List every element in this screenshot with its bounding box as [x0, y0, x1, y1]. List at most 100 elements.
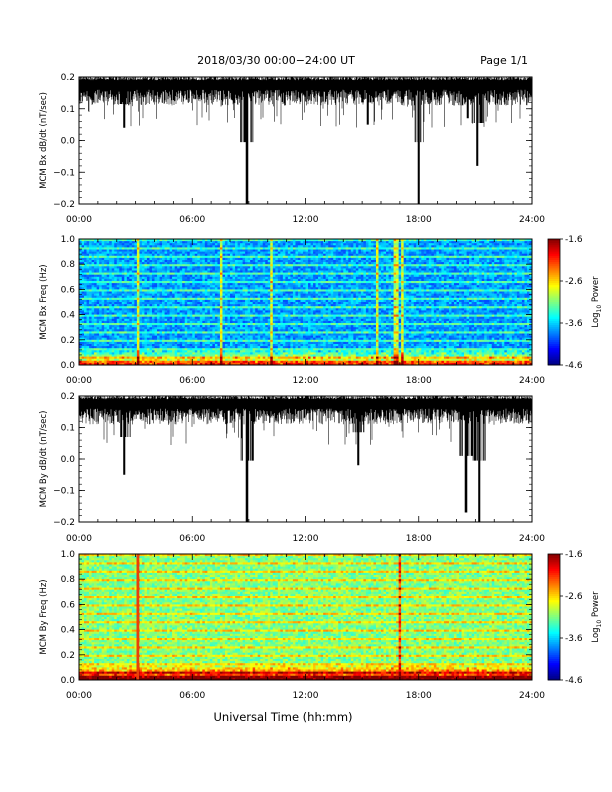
spectrogram-cell: [306, 254, 309, 256]
spectrogram-cell: [502, 256, 505, 258]
spectrogram-cell: [527, 245, 530, 247]
spectrogram-cell: [326, 241, 329, 243]
spectrogram-cell: [89, 250, 92, 252]
spectrogram-cell: [454, 245, 457, 247]
spectrogram-cell: [92, 256, 95, 258]
spectrogram-cell: [212, 252, 215, 254]
spectrogram-cell: [222, 241, 225, 243]
spectrogram-cell: [356, 245, 359, 247]
spectrogram-cell: [278, 252, 281, 254]
spectrogram-cell: [399, 250, 402, 252]
spectrogram-cell: [313, 252, 316, 254]
spectrogram-cell: [255, 250, 258, 252]
spectrogram-cell: [507, 241, 510, 243]
spectrogram-cell: [514, 243, 517, 245]
spectrogram-cell: [424, 252, 427, 254]
spectrogram-cell: [182, 243, 185, 245]
spectrogram-cell: [406, 245, 409, 247]
spectrogram-cell: [142, 258, 145, 260]
spectrogram-cell: [509, 245, 512, 247]
spectrogram-cell: [386, 254, 389, 256]
spectrogram-cell: [431, 245, 434, 247]
spectrogram-cell: [222, 247, 225, 249]
spectrogram-cell: [185, 247, 188, 249]
spectrogram-cell: [404, 241, 407, 243]
spectrogram-cell: [303, 245, 306, 247]
x-tick-label: 00:00: [66, 215, 92, 225]
spectrogram-cell: [290, 250, 293, 252]
spectrogram-cell: [243, 245, 246, 247]
spectrogram-cell: [220, 247, 223, 249]
spectrogram-cell: [129, 243, 132, 245]
spectrogram-cell: [368, 250, 371, 252]
spectrogram-cell: [331, 247, 334, 249]
spectrogram-cell: [238, 258, 241, 260]
x-tick-label: 12:00: [293, 215, 319, 225]
spectrogram-cell: [391, 247, 394, 249]
spectrogram-cell: [127, 256, 130, 258]
spectrogram-cell: [487, 243, 490, 245]
spectrogram-cell: [451, 245, 454, 247]
spectrogram-cell: [132, 258, 135, 260]
spectrogram-cell: [160, 254, 163, 256]
spectrogram-cell: [119, 241, 122, 243]
spectrogram-cell: [197, 243, 200, 245]
spectrogram-cell: [253, 256, 256, 258]
spectrogram-cell: [202, 243, 205, 245]
spectrogram-cell: [192, 245, 195, 247]
spectrogram-cell: [509, 256, 512, 258]
spectrogram-cell: [152, 245, 155, 247]
spectrogram-cell: [142, 247, 145, 249]
spectrogram-cell: [185, 243, 188, 245]
spectrogram-cell: [144, 250, 147, 252]
spectrogram-cell: [225, 256, 228, 258]
spectrogram-cell: [155, 245, 158, 247]
spectrogram-cell: [358, 250, 361, 252]
spectrogram-cell: [316, 245, 319, 247]
spectrogram-cell: [300, 252, 303, 254]
spectrogram-cell: [107, 243, 110, 245]
spectrogram-cell: [436, 247, 439, 249]
spectrogram-cell: [185, 258, 188, 260]
spectrogram-cell: [527, 252, 530, 254]
spectrogram-cell: [424, 254, 427, 256]
spectrogram-cell: [472, 243, 475, 245]
spectrogram-cell: [124, 243, 127, 245]
spectrogram-cell: [109, 256, 112, 258]
spectrogram-cell: [338, 241, 341, 243]
spectrogram-cell: [479, 247, 482, 249]
spectrogram-cell: [210, 250, 213, 252]
spectrogram-cells: [79, 239, 532, 365]
spectrogram-cell: [278, 256, 281, 258]
spectrogram-cell: [321, 256, 324, 258]
spectrogram-cell: [341, 252, 344, 254]
spectrogram-cell: [318, 245, 321, 247]
spectrogram-cell: [290, 245, 293, 247]
spectrogram-cell: [303, 247, 306, 249]
spectrogram-cell: [89, 245, 92, 247]
spectrogram-cell: [255, 254, 258, 256]
spectrogram-cell: [132, 254, 135, 256]
spectrogram-cell: [290, 254, 293, 256]
spectrogram-cell: [152, 247, 155, 249]
spectrogram-cell: [187, 250, 190, 252]
spectrogram-cell: [280, 243, 283, 245]
spectrogram-cell: [341, 256, 344, 258]
spectrogram-cell: [517, 256, 520, 258]
spectrogram-cell: [109, 241, 112, 243]
spectrogram-cell: [137, 241, 140, 243]
spectrogram-cell: [109, 243, 112, 245]
spectrogram-cell: [248, 245, 251, 247]
spectrogram-cell: [457, 250, 460, 252]
spectrogram-cell: [185, 241, 188, 243]
spectrogram-cell: [182, 256, 185, 258]
spectrogram-cell: [449, 241, 452, 243]
spectrogram-cell: [346, 252, 349, 254]
spectrogram-cell: [280, 247, 283, 249]
spectrogram-cell: [245, 243, 248, 245]
spectrogram-cell: [238, 256, 241, 258]
spectrogram-cell: [522, 245, 525, 247]
spectrogram-cell: [472, 247, 475, 249]
spectrogram-cell: [245, 247, 248, 249]
spectrogram-cell: [160, 245, 163, 247]
